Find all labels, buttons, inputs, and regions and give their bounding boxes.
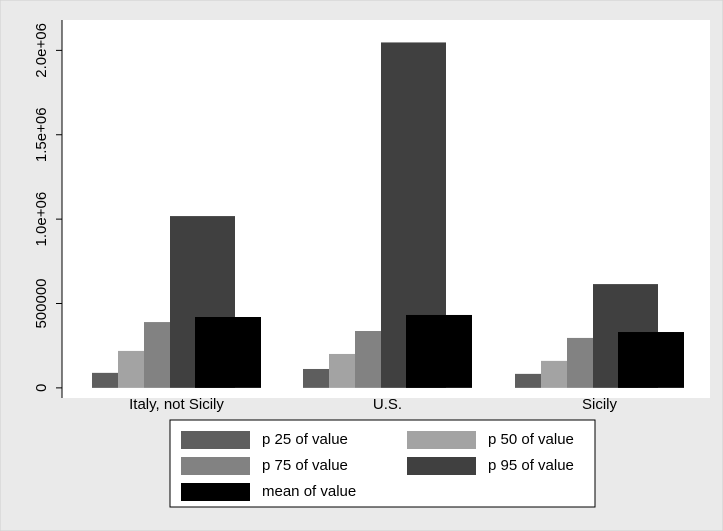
bar (195, 317, 261, 388)
bar (144, 322, 170, 388)
bar (92, 372, 118, 388)
x-tick-label: Italy, not Sicily (129, 396, 224, 413)
legend-swatch (181, 431, 250, 449)
legend-label: p 75 of value (262, 457, 348, 474)
bar (541, 360, 567, 388)
legend-label: mean of value (262, 483, 356, 500)
bar (406, 314, 472, 388)
legend-label: p 95 of value (488, 457, 574, 474)
y-tick-label: 500000 (33, 278, 50, 328)
y-tick-label: 1.0e+06 (33, 192, 50, 247)
x-tick-label: U.S. (373, 396, 402, 413)
legend-label: p 50 of value (488, 431, 574, 448)
x-tick-label: Sicily (582, 396, 618, 413)
bar (567, 337, 593, 388)
y-tick-label: 1.5e+06 (33, 107, 50, 162)
bar (303, 368, 329, 388)
bar (515, 373, 541, 388)
bar (329, 353, 355, 388)
legend-swatch (407, 457, 476, 475)
legend-label: p 25 of value (262, 431, 348, 448)
bar (355, 331, 381, 388)
legend-swatch (181, 457, 250, 475)
y-tick-label: 0 (33, 384, 50, 392)
bar (118, 350, 144, 388)
legend-swatch (407, 431, 476, 449)
bar (618, 332, 684, 388)
legend-swatch (181, 483, 250, 501)
y-tick-label: 2.0e+06 (33, 23, 50, 78)
